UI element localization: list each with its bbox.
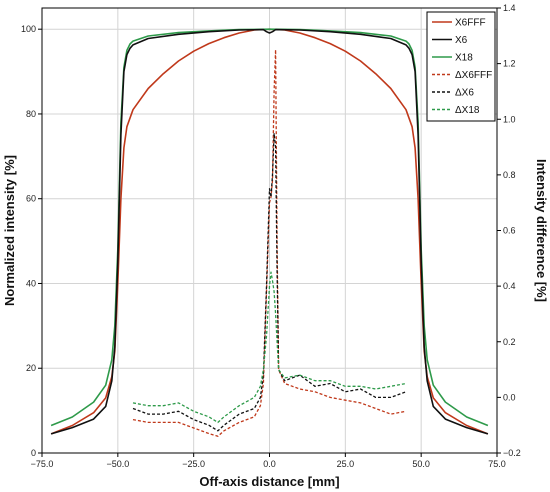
x-tick-label: 25.0 (337, 459, 355, 469)
legend-label: ΔX18 (455, 105, 480, 116)
series-line-x6fff-diff (132, 49, 407, 437)
y-left-tick-label: 80 (26, 109, 36, 119)
x-tick-label: 75.0 (488, 459, 506, 469)
x-tick-label: 0.0 (263, 459, 276, 469)
series-line-x18-diff (132, 271, 407, 424)
y-right-tick-label: 1.4 (503, 3, 516, 13)
y-right-tick-label: 0.0 (503, 392, 516, 402)
y-left-axis-title: Normalized intensity [%] (2, 155, 17, 306)
legend-label: X6 (455, 35, 468, 46)
y-left-axis-ticks: 0 20 40 60 80 100 (21, 24, 42, 458)
series-line-x6 (50, 28, 489, 435)
legend-label: X18 (455, 53, 473, 64)
y-left-tick-label: 0 (31, 448, 36, 458)
y-right-tick-label: 0.8 (503, 170, 516, 180)
legend: X6FFF X6 X18 ΔX6FFF ΔX6 ΔX18 (426, 11, 496, 122)
y-right-axis-title: Intensity difference [%] (534, 159, 549, 302)
x-tick-label: −50.0 (106, 459, 129, 469)
y-left-tick-label: 100 (21, 24, 36, 34)
legend-label: X6FFF (455, 18, 486, 29)
legend-label: ΔX6 (455, 88, 474, 99)
x-tick-label: 50.0 (412, 459, 430, 469)
y-right-tick-label: −0.2 (503, 448, 521, 458)
x-axis-ticks: −75.0 −50.0 −25.0 0.0 25.0 50.0 75.0 (31, 453, 506, 469)
x-axis-title: Off-axis distance [mm] (199, 474, 339, 489)
legend-box (426, 11, 496, 122)
series-layer (50, 28, 489, 437)
y-left-tick-label: 60 (26, 194, 36, 204)
y-right-tick-label: 1.2 (503, 59, 516, 69)
y-right-axis-ticks: −0.2 0.0 0.2 0.4 0.6 0.8 1.0 1.2 1.4 (497, 3, 521, 458)
x-tick-label: −25.0 (182, 459, 205, 469)
y-right-tick-label: 1.0 (503, 114, 516, 124)
y-left-tick-label: 40 (26, 278, 36, 288)
y-right-tick-label: 0.4 (503, 281, 516, 291)
legend-label: ΔX6FFF (455, 70, 492, 81)
x-tick-label: −75.0 (31, 459, 54, 469)
y-left-tick-label: 20 (26, 363, 36, 373)
y-right-tick-label: 0.6 (503, 226, 516, 236)
y-right-tick-label: 0.2 (503, 337, 516, 347)
